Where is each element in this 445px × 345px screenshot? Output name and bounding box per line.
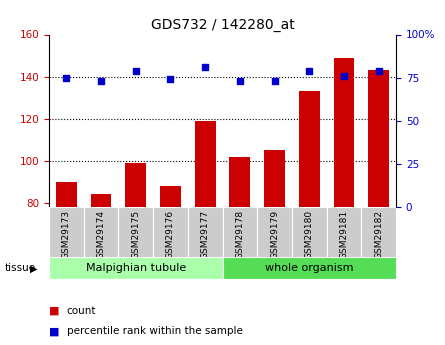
Point xyxy=(63,75,70,80)
Point xyxy=(306,68,313,73)
Bar xyxy=(222,257,396,279)
Point xyxy=(340,73,348,79)
Text: GSM29173: GSM29173 xyxy=(62,209,71,259)
Bar xyxy=(368,70,389,207)
Text: ■: ■ xyxy=(49,326,60,336)
Text: GSM29175: GSM29175 xyxy=(131,209,140,259)
Text: tissue: tissue xyxy=(4,264,36,273)
Bar xyxy=(91,194,111,207)
Bar xyxy=(84,207,118,259)
Text: whole organism: whole organism xyxy=(265,263,353,273)
Bar xyxy=(49,257,222,279)
Text: percentile rank within the sample: percentile rank within the sample xyxy=(67,326,243,336)
Text: ▶: ▶ xyxy=(30,264,38,273)
Point xyxy=(271,78,278,84)
Point xyxy=(97,78,105,84)
Bar xyxy=(56,182,77,207)
Text: ■: ■ xyxy=(49,306,60,315)
Text: GSM29178: GSM29178 xyxy=(235,209,244,259)
Bar xyxy=(264,150,285,207)
Text: GSM29174: GSM29174 xyxy=(97,209,105,259)
Bar xyxy=(292,207,327,259)
Point xyxy=(132,68,139,73)
Title: GDS732 / 142280_at: GDS732 / 142280_at xyxy=(150,18,295,32)
Text: Malpighian tubule: Malpighian tubule xyxy=(85,263,186,273)
Bar xyxy=(125,163,146,207)
Bar xyxy=(49,207,84,259)
Text: count: count xyxy=(67,306,96,315)
Text: GSM29179: GSM29179 xyxy=(270,209,279,259)
Text: GSM29181: GSM29181 xyxy=(340,209,348,259)
Bar xyxy=(188,207,222,259)
Bar xyxy=(327,207,361,259)
Bar xyxy=(118,207,153,259)
Bar xyxy=(257,207,292,259)
Point xyxy=(375,68,382,73)
Bar xyxy=(299,91,320,207)
Bar xyxy=(334,58,354,207)
Bar xyxy=(361,207,396,259)
Point xyxy=(167,77,174,82)
Text: GSM29180: GSM29180 xyxy=(305,209,314,259)
Point xyxy=(202,65,209,70)
Bar xyxy=(153,207,188,259)
Bar xyxy=(222,207,257,259)
Point xyxy=(236,78,243,84)
Bar xyxy=(195,121,215,207)
Bar xyxy=(230,157,250,207)
Text: GSM29182: GSM29182 xyxy=(374,209,383,259)
Text: GSM29176: GSM29176 xyxy=(166,209,175,259)
Text: GSM29177: GSM29177 xyxy=(201,209,210,259)
Bar xyxy=(160,186,181,207)
